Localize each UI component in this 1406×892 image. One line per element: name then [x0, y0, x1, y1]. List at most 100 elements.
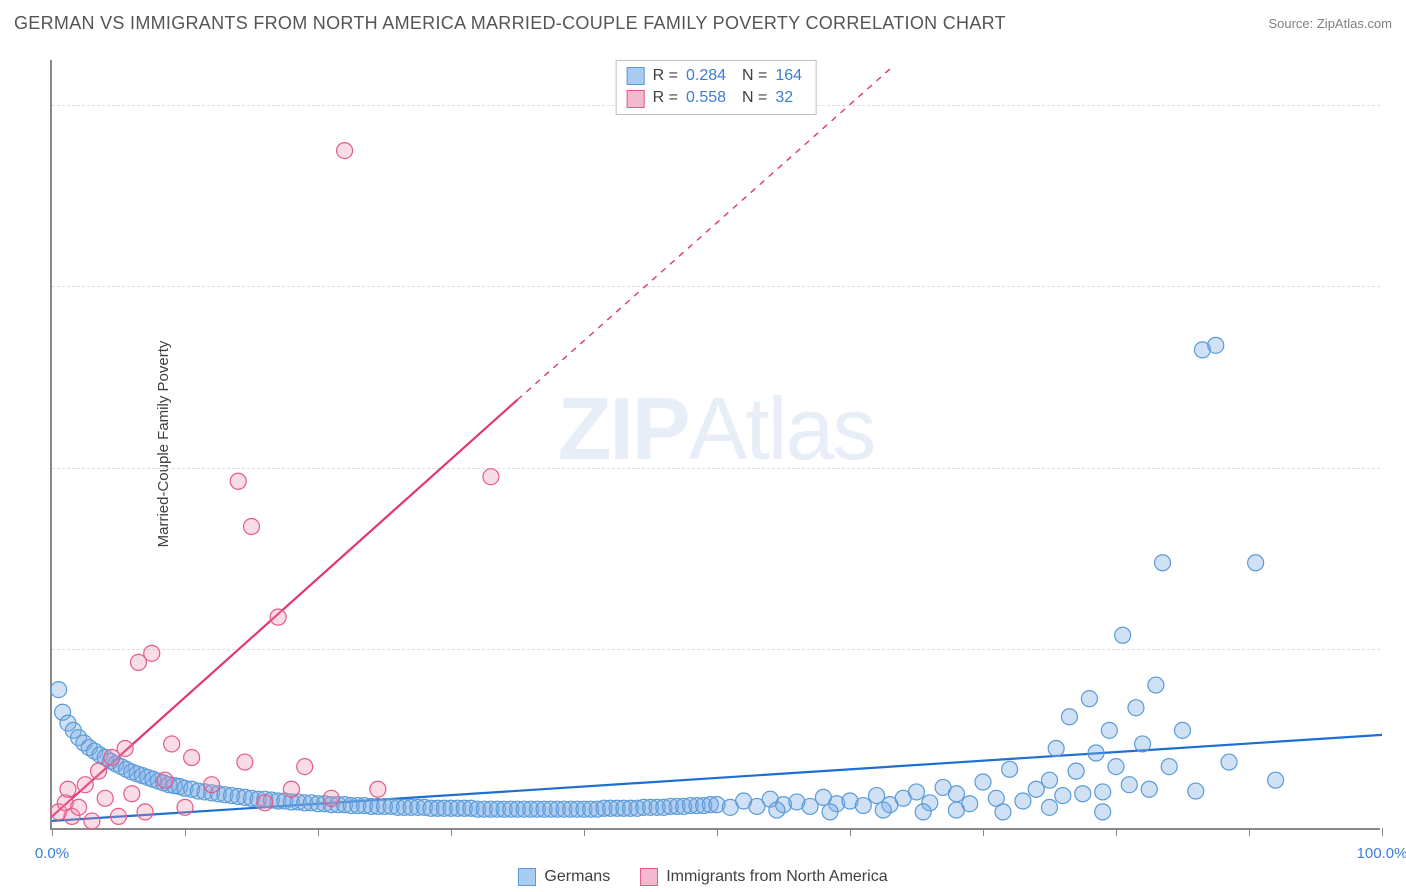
point-germans	[948, 802, 964, 818]
point-immigrants	[297, 759, 313, 775]
point-germans	[1248, 555, 1264, 571]
x-tick	[717, 828, 718, 836]
point-immigrants	[283, 781, 299, 797]
point-immigrants	[204, 777, 220, 793]
r-value: 0.284	[686, 65, 734, 87]
point-germans	[1101, 722, 1117, 738]
point-germans	[1002, 761, 1018, 777]
point-germans	[909, 784, 925, 800]
point-germans	[915, 804, 931, 820]
point-immigrants	[164, 736, 180, 752]
point-immigrants	[244, 519, 260, 535]
n-value: 32	[775, 87, 805, 109]
point-germans	[1095, 784, 1111, 800]
point-immigrants	[370, 781, 386, 797]
point-germans	[1015, 793, 1031, 809]
point-immigrants	[124, 786, 140, 802]
point-immigrants	[91, 763, 107, 779]
n-label: N =	[742, 65, 767, 87]
point-germans	[1048, 740, 1064, 756]
point-germans	[1155, 555, 1171, 571]
point-immigrants	[237, 754, 253, 770]
point-immigrants	[177, 799, 193, 815]
y-tick-label: 80.0%	[1390, 97, 1406, 114]
point-germans	[822, 804, 838, 820]
point-immigrants	[71, 799, 87, 815]
point-germans	[1075, 786, 1091, 802]
swatch-germans	[627, 67, 645, 85]
swatch-immigrants	[627, 90, 645, 108]
n-value: 164	[775, 65, 805, 87]
point-immigrants	[137, 804, 153, 820]
point-immigrants	[60, 781, 76, 797]
point-immigrants	[184, 750, 200, 766]
point-germans	[875, 802, 891, 818]
point-germans	[1081, 691, 1097, 707]
x-tick	[1116, 828, 1117, 836]
x-tick-label: 100.0%	[1357, 845, 1406, 862]
point-germans	[1208, 337, 1224, 353]
point-immigrants	[257, 795, 273, 811]
point-germans	[1042, 772, 1058, 788]
legend-swatch-immigrants	[640, 868, 658, 886]
point-germans	[1135, 736, 1151, 752]
point-immigrants	[270, 609, 286, 625]
source-label: Source: ZipAtlas.com	[1268, 16, 1392, 31]
n-label: N =	[742, 87, 767, 109]
point-germans	[1188, 783, 1204, 799]
scatter-points-svg	[52, 60, 1380, 828]
x-tick	[318, 828, 319, 836]
legend-item-germans: Germans	[518, 868, 610, 886]
point-germans	[1061, 709, 1077, 725]
plot-area: Married-Couple Family Poverty ZIPAtlas 2…	[50, 60, 1380, 830]
point-immigrants	[337, 143, 353, 159]
point-germans	[1055, 788, 1071, 804]
x-tick	[850, 828, 851, 836]
point-immigrants	[111, 808, 127, 824]
x-tick	[983, 828, 984, 836]
point-germans	[1141, 781, 1157, 797]
point-immigrants	[157, 772, 173, 788]
point-germans	[1221, 754, 1237, 770]
legend-label: Germans	[544, 868, 610, 886]
point-immigrants	[483, 469, 499, 485]
point-immigrants	[230, 473, 246, 489]
point-germans	[1268, 772, 1284, 788]
bottom-legend: Germans Immigrants from North America	[0, 868, 1406, 886]
r-value: 0.558	[686, 87, 734, 109]
point-germans	[1108, 759, 1124, 775]
point-germans	[1175, 722, 1191, 738]
point-germans	[1115, 627, 1131, 643]
point-germans	[1088, 745, 1104, 761]
point-germans	[1042, 799, 1058, 815]
legend-swatch-germans	[518, 868, 536, 886]
x-tick	[1382, 828, 1383, 836]
header: GERMAN VS IMMIGRANTS FROM NORTH AMERICA …	[0, 0, 1406, 46]
point-germans	[995, 804, 1011, 820]
point-germans	[975, 774, 991, 790]
point-immigrants	[117, 740, 133, 756]
x-tick-label: 0.0%	[35, 845, 69, 862]
point-germans	[1068, 763, 1084, 779]
stats-row-immigrants: R = 0.558 N = 32	[627, 87, 806, 109]
r-label: R =	[653, 65, 678, 87]
point-immigrants	[77, 777, 93, 793]
point-germans	[1161, 759, 1177, 775]
point-immigrants	[144, 645, 160, 661]
y-tick-label: 40.0%	[1390, 459, 1406, 476]
point-immigrants	[323, 790, 339, 806]
x-tick	[1249, 828, 1250, 836]
x-tick	[584, 828, 585, 836]
point-immigrants	[97, 790, 113, 806]
point-germans	[855, 798, 871, 814]
point-germans	[948, 786, 964, 802]
point-germans	[1095, 804, 1111, 820]
point-germans	[1121, 777, 1137, 793]
stats-legend-box: R = 0.284 N = 164 R = 0.558 N = 32	[616, 60, 817, 115]
point-germans	[51, 682, 67, 698]
legend-item-immigrants: Immigrants from North America	[640, 868, 887, 886]
y-tick-label: 60.0%	[1390, 278, 1406, 295]
point-germans	[1128, 700, 1144, 716]
r-label: R =	[653, 87, 678, 109]
chart-title: GERMAN VS IMMIGRANTS FROM NORTH AMERICA …	[14, 13, 1006, 34]
